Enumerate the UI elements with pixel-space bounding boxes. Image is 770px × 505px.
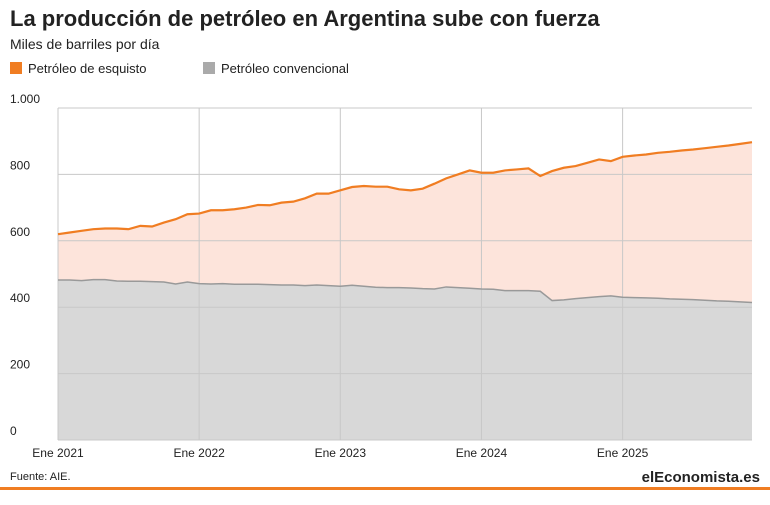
chart-subtitle: Miles de barriles por día [10, 36, 160, 52]
chart-title: La producción de petróleo en Argentina s… [10, 6, 600, 31]
line-conventional [58, 278, 753, 304]
line-shale [57, 141, 753, 236]
y-tick-label: 800 [10, 158, 30, 172]
y-tick-label: 400 [10, 291, 30, 305]
x-tick-label: Ene 2025 [597, 446, 649, 460]
x-tick-label: Ene 2022 [173, 446, 225, 460]
y-tick-label: 600 [10, 225, 30, 239]
x-tick-label: Ene 2023 [315, 446, 367, 460]
area-shale [58, 142, 752, 303]
x-tick-label: Ene 2021 [32, 446, 84, 460]
y-tick-label: 200 [10, 358, 30, 372]
footer-bar [0, 487, 770, 490]
y-tick-label: 1.000 [10, 92, 40, 106]
logo: elEconomista.es [642, 469, 760, 486]
y-tick-label: 0 [10, 424, 17, 438]
legend-swatch [203, 62, 215, 74]
area-conventional [58, 279, 752, 440]
x-tick-label: Ene 2024 [456, 446, 508, 460]
source: Fuente: AIE. [10, 471, 71, 483]
legend-swatch [10, 62, 22, 74]
legend-label: Petróleo de esquisto [28, 61, 147, 76]
legend-label: Petróleo convencional [221, 61, 349, 76]
